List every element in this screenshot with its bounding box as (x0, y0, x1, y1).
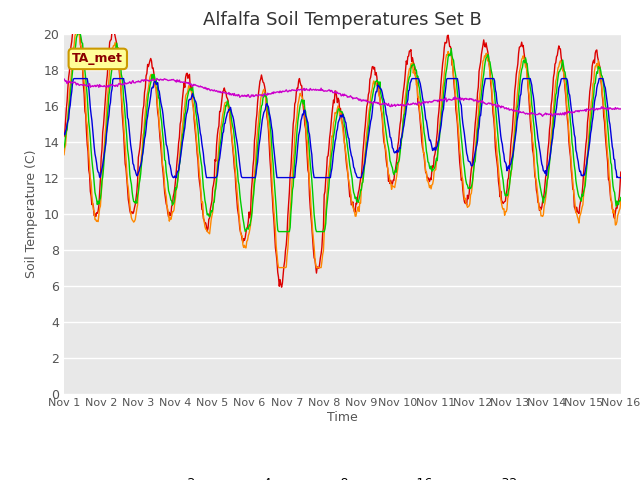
Title: Alfalfa Soil Temperatures Set B: Alfalfa Soil Temperatures Set B (203, 11, 482, 29)
Line: -2cm: -2cm (64, 24, 621, 287)
Line: -4cm: -4cm (64, 30, 621, 267)
-4cm (70, 43, 78, 48)
-2cm (128, 209, 136, 215)
-16cm (170, 175, 177, 180)
X-axis label: Time: Time (327, 411, 358, 424)
-32cm (428, 99, 435, 105)
-8cm (70, 55, 78, 60)
-8cm (60, 145, 68, 151)
-16cm (617, 175, 625, 180)
-4cm (185, 83, 193, 89)
-8cm (214, 159, 222, 165)
Line: -32cm: -32cm (64, 78, 621, 116)
-4cm (617, 197, 625, 203)
-4cm (275, 264, 282, 270)
-2cm (70, 22, 78, 27)
-16cm (186, 96, 193, 102)
-8cm (74, 31, 82, 36)
-8cm (617, 195, 625, 201)
-32cm (214, 89, 222, 95)
Legend: -2cm, -4cm, -8cm, -16cm, -32cm: -2cm, -4cm, -8cm, -16cm, -32cm (143, 472, 541, 480)
Line: -16cm: -16cm (64, 79, 621, 178)
-2cm (60, 133, 68, 139)
-2cm (617, 169, 625, 175)
-2cm (185, 73, 193, 79)
Line: -8cm: -8cm (64, 34, 621, 231)
-8cm (412, 67, 419, 73)
-16cm (215, 158, 223, 164)
-4cm (428, 182, 436, 188)
-16cm (428, 144, 436, 150)
-16cm (71, 76, 79, 82)
-8cm (185, 89, 193, 95)
-16cm (412, 76, 419, 82)
-4cm (214, 153, 222, 158)
-32cm (539, 113, 547, 119)
-32cm (411, 101, 419, 107)
-32cm (60, 76, 68, 82)
-2cm (214, 126, 222, 132)
-4cm (60, 152, 68, 157)
-32cm (185, 80, 193, 85)
-32cm (127, 81, 135, 86)
-32cm (617, 106, 625, 112)
-32cm (70, 80, 78, 85)
-4cm (412, 72, 419, 78)
-8cm (428, 168, 436, 174)
-16cm (60, 131, 68, 136)
Y-axis label: Soil Temperature (C): Soil Temperature (C) (25, 149, 38, 278)
Text: TA_met: TA_met (72, 52, 124, 65)
-8cm (128, 189, 136, 195)
-4cm (128, 217, 136, 223)
-2cm (428, 168, 436, 174)
-16cm (128, 152, 136, 158)
-2cm (71, 22, 79, 27)
-32cm (153, 75, 161, 81)
-2cm (278, 284, 285, 290)
-4cm (74, 27, 82, 33)
-16cm (70, 76, 78, 82)
-8cm (275, 228, 282, 234)
-2cm (412, 74, 419, 80)
